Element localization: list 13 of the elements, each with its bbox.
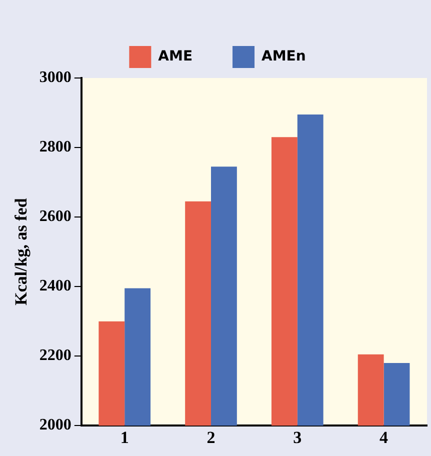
y-tick-label: 2400 — [39, 278, 72, 295]
x-tick-label: 2 — [206, 428, 216, 448]
y-tick-label: 2000 — [39, 416, 72, 434]
x-tick-label: 4 — [380, 428, 389, 448]
y-tick-label: 3000 — [39, 69, 72, 86]
y-tick-label: 2600 — [39, 208, 72, 226]
x-tick-label: 1 — [120, 428, 129, 448]
x-tick-label: 3 — [293, 428, 302, 448]
y-tick-label: 2200 — [39, 347, 72, 364]
y-axis-title: Kcal/kg, as fed — [12, 198, 31, 306]
y-tick-label: 2800 — [39, 138, 72, 156]
legend-label: AMEn — [262, 48, 306, 65]
legend-label: AME — [158, 48, 193, 65]
